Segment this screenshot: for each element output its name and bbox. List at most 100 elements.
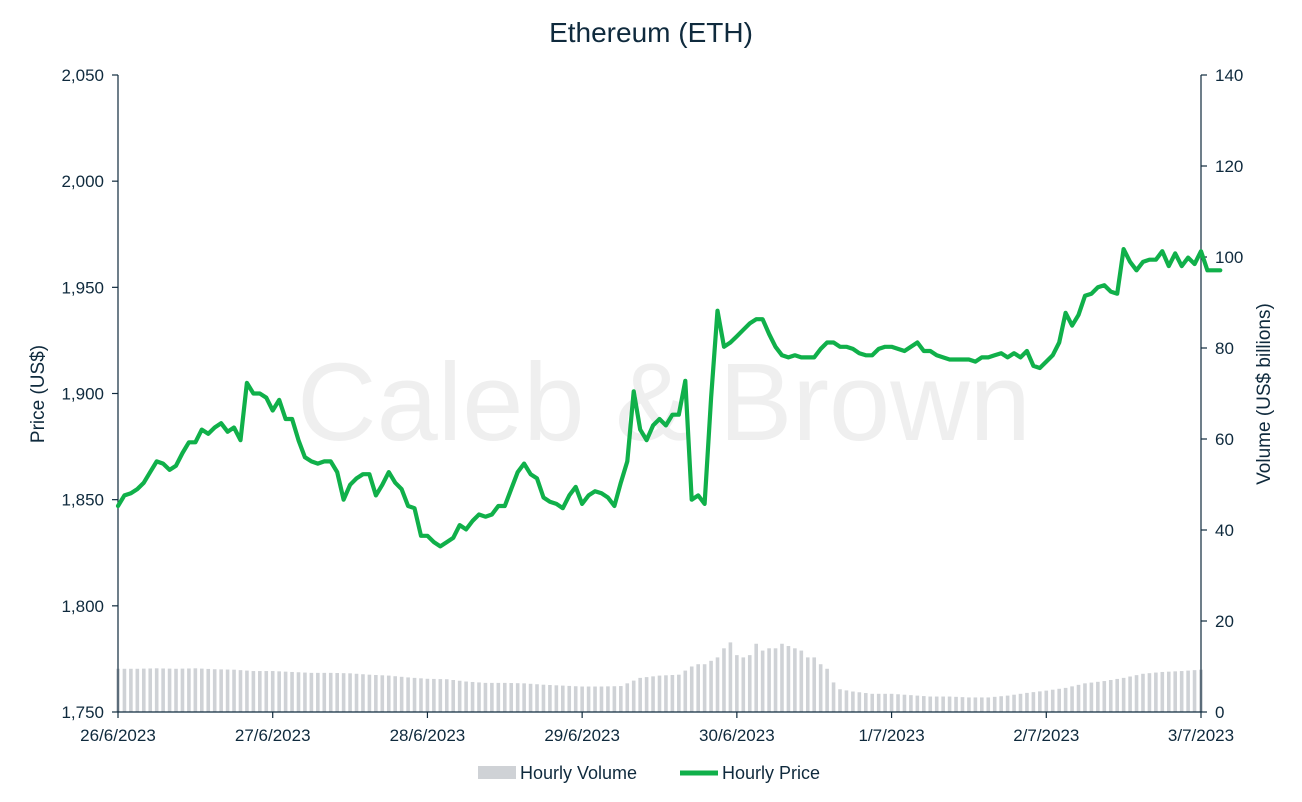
volume-bar — [1108, 679, 1113, 712]
x-tick-label: 3/7/2023 — [1168, 726, 1234, 745]
price-line — [115, 247, 1223, 549]
volume-bar — [580, 686, 584, 712]
volume-bar — [999, 696, 1003, 712]
volume-bar — [747, 655, 752, 712]
volume-bar — [606, 686, 610, 712]
volume-bar — [941, 696, 945, 712]
x-tick-label: 28/6/2023 — [390, 726, 466, 745]
volume-bar — [522, 683, 526, 712]
volume-bar — [290, 671, 294, 712]
volume-bar — [135, 668, 140, 712]
volume-bar — [444, 679, 449, 712]
volume-bar — [399, 676, 404, 712]
y-left-tick-label: 2,000 — [61, 172, 104, 191]
volume-bar — [129, 668, 133, 712]
volume-bar — [677, 674, 681, 712]
volume-bar — [174, 668, 178, 712]
volume-bar — [1166, 671, 1171, 712]
volume-bar — [122, 668, 127, 712]
legend-volume-label: Hourly Volume — [520, 763, 637, 783]
volume-bar — [154, 668, 159, 712]
right-axis: 0 20 40 60 80 100 120 140 — [1200, 66, 1243, 722]
volume-bar — [902, 694, 907, 712]
volume-bar — [1005, 695, 1010, 712]
volume-bar — [412, 677, 417, 712]
volume-bar — [1096, 681, 1100, 712]
volume-bar — [283, 671, 288, 712]
y-left-tick-label: 1,800 — [61, 597, 104, 616]
left-axis: 1,750 1,800 1,850 1,900 1,950 2,000 2,050 — [61, 66, 119, 722]
y-right-tick-label: 20 — [1215, 612, 1234, 631]
volume-bar — [316, 672, 320, 712]
volume-bar — [870, 693, 875, 712]
volume-bar — [502, 682, 507, 712]
volume-bar — [780, 643, 784, 712]
volume-bar — [490, 682, 494, 712]
legend-volume-swatch — [478, 766, 516, 779]
volume-bar — [812, 657, 817, 712]
volume-bar — [922, 696, 926, 712]
volume-bar — [180, 668, 185, 712]
volume-bar — [973, 697, 978, 712]
y-left-tick-label: 1,900 — [61, 385, 104, 404]
volume-bar — [464, 681, 468, 712]
volume-bar — [715, 657, 720, 712]
volume-bar — [425, 678, 430, 712]
legend: Hourly Volume Hourly Price — [478, 763, 820, 783]
volume-bar — [554, 685, 559, 712]
volume-bar — [760, 650, 765, 712]
volume-bar — [457, 680, 462, 712]
volume-bar — [1050, 689, 1055, 712]
volume-bar — [1057, 688, 1061, 712]
volume-bar — [419, 678, 423, 712]
volume-bar — [161, 668, 165, 712]
y-left-tick-label: 2,050 — [61, 66, 104, 85]
volume-bar — [1160, 671, 1165, 712]
volume-bar — [496, 682, 501, 712]
volume-bar — [561, 685, 565, 712]
y-right-tick-label: 80 — [1215, 339, 1234, 358]
volume-bar — [857, 692, 862, 712]
volume-bar — [992, 696, 997, 712]
volume-bar — [889, 693, 894, 712]
volume-bar — [909, 695, 913, 712]
volume-bar — [541, 684, 546, 712]
volume-bar — [728, 642, 733, 712]
volume-bar — [670, 674, 675, 712]
volume-bar — [361, 674, 365, 712]
volume-bar — [1012, 694, 1016, 712]
volume-bar — [232, 669, 236, 712]
volume-bar — [432, 678, 436, 712]
volume-bar — [863, 693, 868, 712]
volume-bar — [148, 668, 153, 712]
volume-bar — [477, 682, 481, 712]
volume-bar — [599, 686, 604, 712]
volume-bar — [625, 683, 630, 712]
volume-bar — [187, 668, 191, 712]
volume-bar — [1179, 671, 1184, 712]
volume-bar — [1018, 693, 1023, 712]
volume-bar — [1038, 691, 1042, 712]
legend-price-label: Hourly Price — [722, 763, 820, 783]
volume-bar — [793, 648, 797, 712]
x-tick-label: 29/6/2023 — [544, 726, 620, 745]
volume-bar — [335, 673, 339, 712]
volume-bar — [799, 650, 804, 712]
y-right-tick-label: 140 — [1215, 66, 1243, 85]
x-tick-label: 30/6/2023 — [699, 726, 775, 745]
volume-bar — [767, 648, 771, 712]
volume-bar — [219, 669, 223, 712]
y-right-tick-label: 0 — [1215, 703, 1224, 722]
volume-bar — [696, 664, 700, 712]
volume-bar — [960, 697, 965, 712]
volume-bar — [651, 676, 655, 712]
volume-bar — [1192, 670, 1197, 712]
volume-bar — [393, 676, 397, 712]
volume-bar — [805, 657, 810, 712]
volume-bar — [374, 674, 378, 712]
volume-bar — [928, 696, 933, 712]
price-line-group — [115, 247, 1223, 549]
volume-bar — [1128, 676, 1132, 712]
volume-bar — [1031, 692, 1036, 712]
volume-bar — [934, 696, 939, 712]
